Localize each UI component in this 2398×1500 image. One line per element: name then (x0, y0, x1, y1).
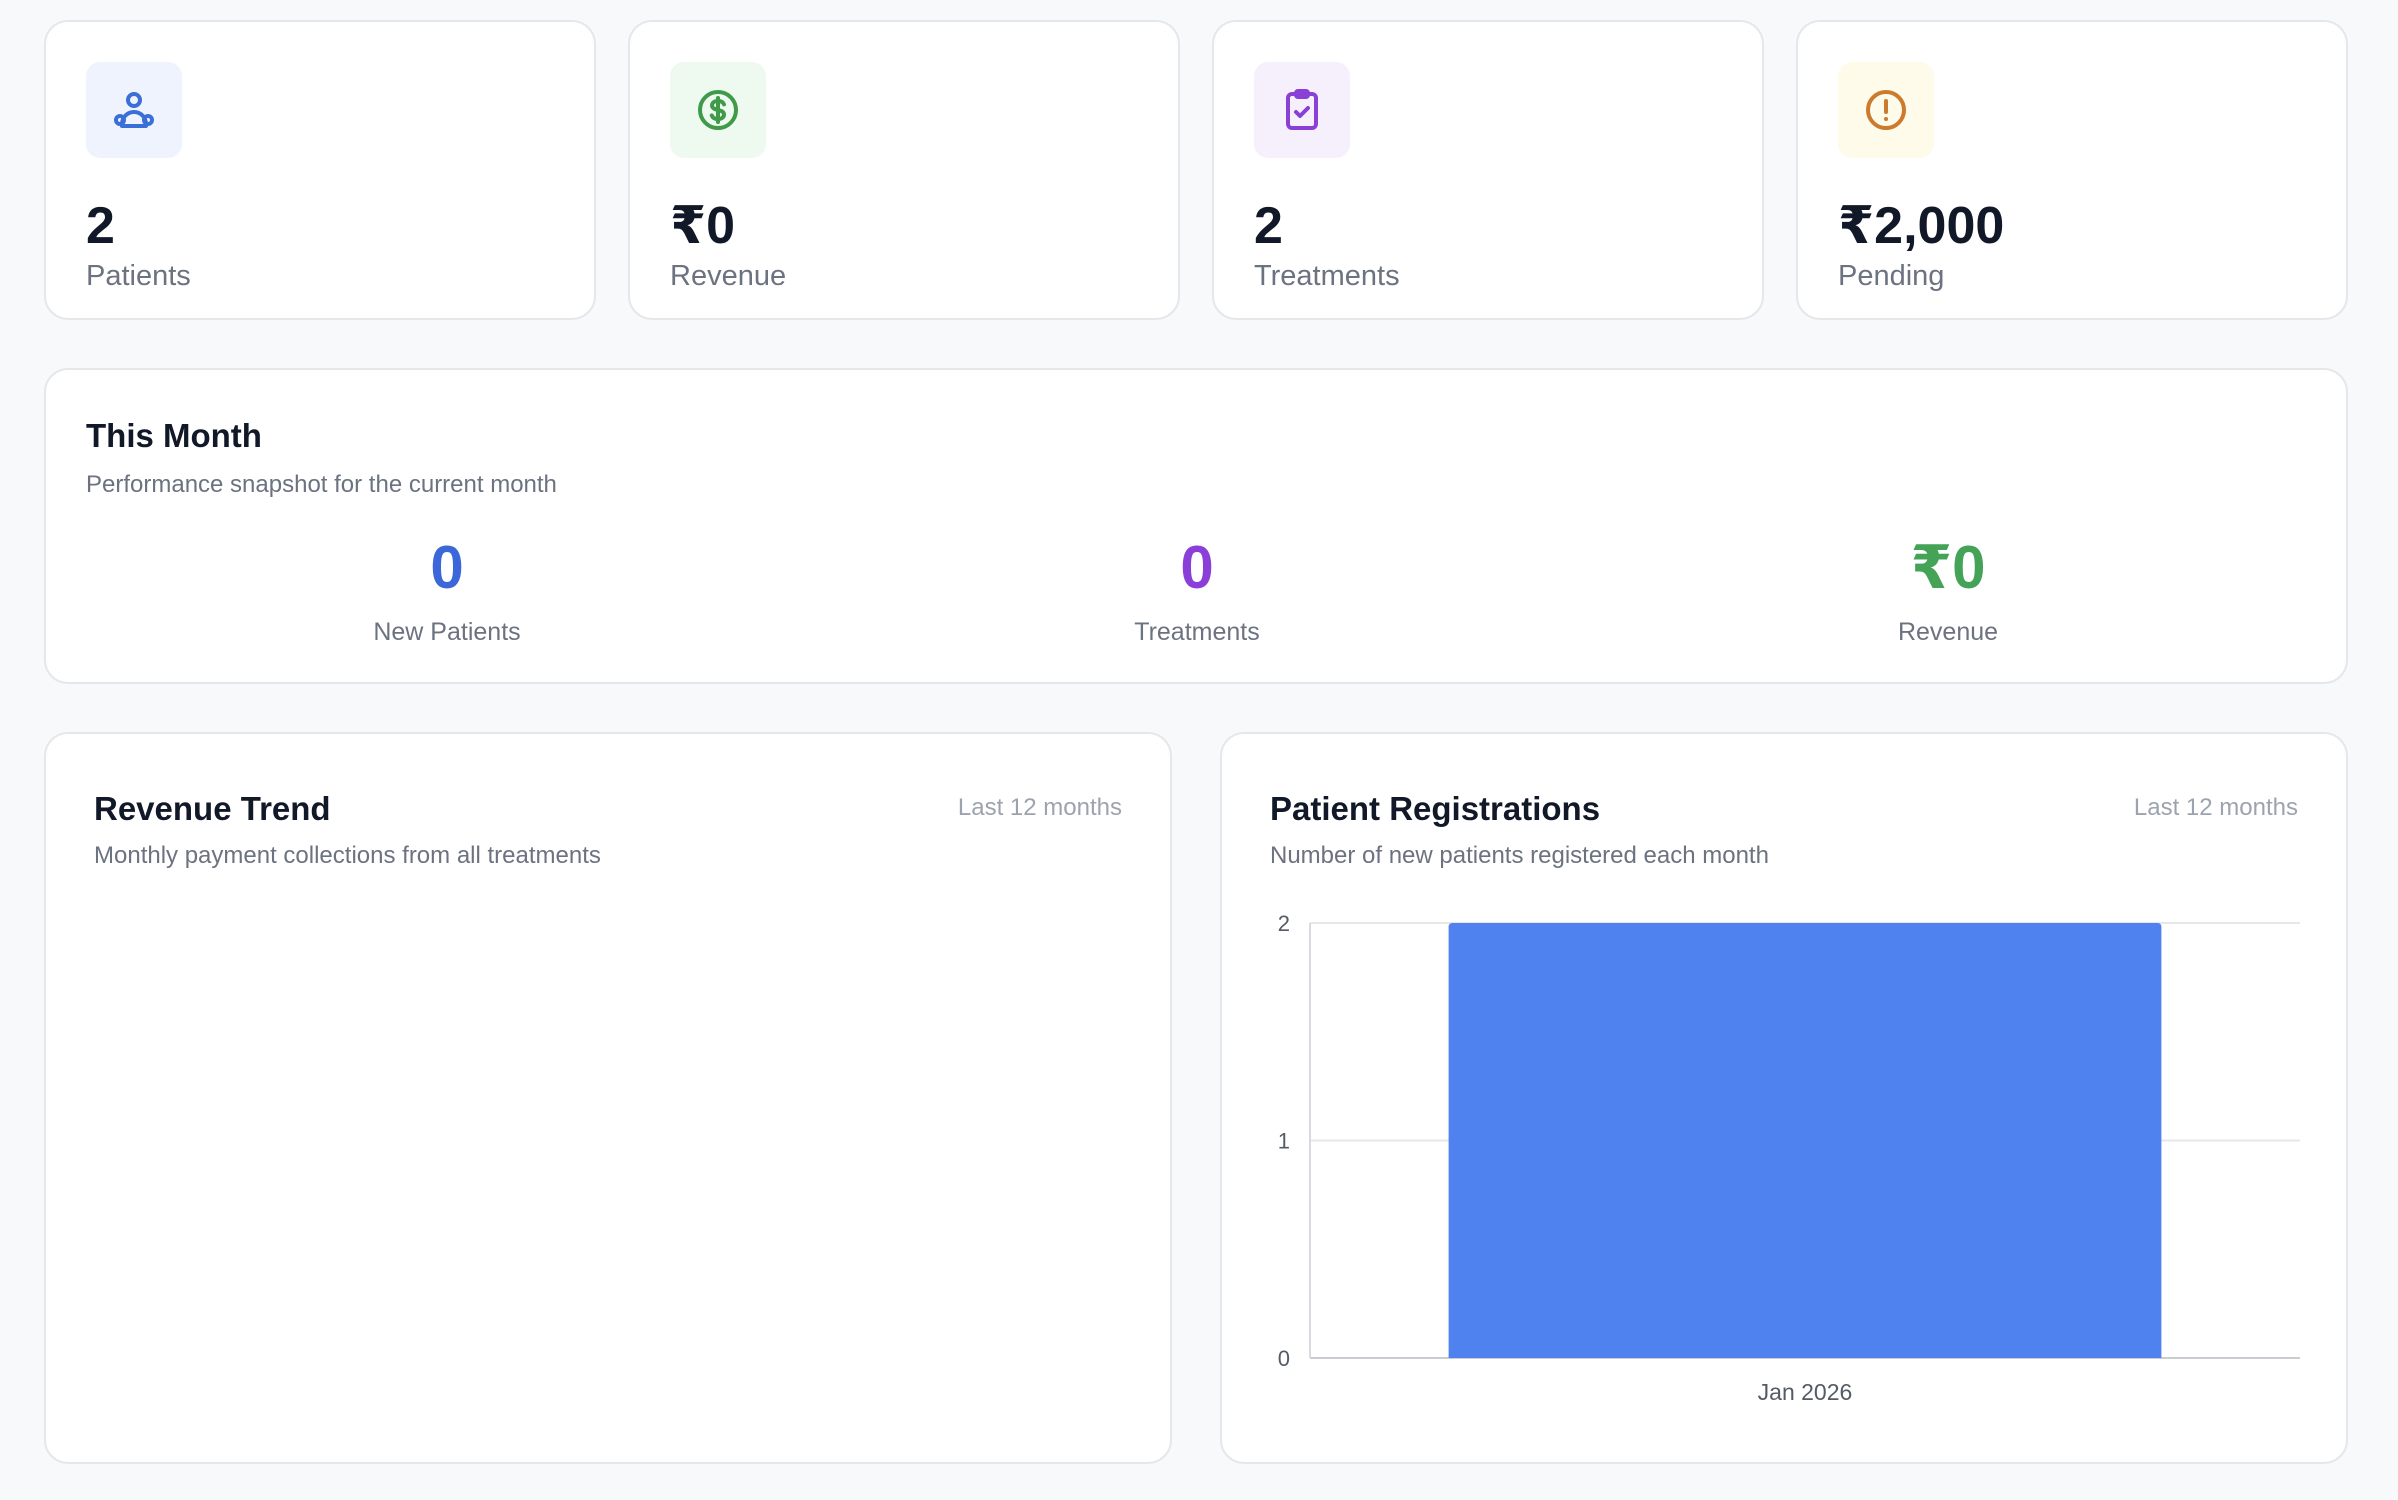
this-month-subtitle: Performance snapshot for the current mon… (86, 471, 557, 498)
revenue-trend-chart-area (94, 894, 1124, 1414)
stat-icon-box (1838, 62, 1934, 158)
stat-icon-box (86, 62, 182, 158)
patient-registrations-chart: 0 1 2 Jan 2026 (1278, 911, 2300, 1405)
revenue-trend-card: Revenue Trend Last 12 months Monthly pay… (44, 732, 1172, 1464)
patient-registrations-subtitle: Number of new patients registered each m… (1270, 842, 1769, 869)
alert-circle-icon (1866, 90, 1906, 130)
stat-label: Treatments (1254, 260, 1400, 292)
users-icon (114, 92, 154, 128)
metric-value: 0 (430, 534, 464, 601)
stat-label: Pending (1838, 260, 1945, 292)
y-tick-label: 0 (1278, 1346, 1290, 1371)
stat-label: Patients (86, 260, 191, 292)
bar (1448, 923, 2162, 1358)
metric-value: 0 (1180, 534, 1214, 601)
stat-value: ₹2,000 (1838, 197, 2005, 255)
stat-value: 2 (1254, 197, 1283, 255)
this-month-title: This Month (86, 417, 262, 454)
patient-registrations-title: Patient Registrations (1270, 790, 1601, 827)
stat-label: Revenue (670, 260, 787, 292)
metric-revenue: ₹0 Revenue (1748, 538, 2148, 645)
metric-label: Treatments (1134, 618, 1260, 646)
stat-card-patients: 2 Patients (44, 20, 596, 320)
stat-value: ₹0 (670, 197, 736, 255)
this-month-card: This Month Performance snapshot for the … (44, 368, 2348, 684)
y-tick-label: 1 (1278, 1129, 1290, 1154)
metric-value: ₹0 (1910, 534, 1986, 601)
patient-registrations-card: Patient Registrations Last 12 months Num… (1220, 732, 2348, 1464)
dollar-circle-icon (698, 90, 738, 130)
stat-card-pending: ₹2,000 Pending (1796, 20, 2348, 320)
stat-icon-box (670, 62, 766, 158)
revenue-trend-subtitle: Monthly payment collections from all tre… (94, 842, 601, 869)
x-tick-label: Jan 2026 (1758, 1379, 1853, 1405)
patient-registrations-range: Last 12 months (2133, 794, 2298, 821)
stat-icon-box (1254, 62, 1350, 158)
y-tick-label: 2 (1278, 911, 1290, 936)
metric-new-patients: 0 New Patients (247, 538, 647, 645)
stat-value: 2 (86, 197, 115, 255)
stat-card-revenue: ₹0 Revenue (628, 20, 1180, 320)
revenue-trend-range: Last 12 months (957, 794, 1122, 821)
stat-card-treatments: 2 Treatments (1212, 20, 1764, 320)
clipboard-check-icon (1286, 89, 1318, 130)
revenue-trend-title: Revenue Trend (94, 790, 331, 827)
metric-label: New Patients (373, 618, 521, 646)
metric-label: Revenue (1897, 618, 1999, 646)
metric-treatments: 0 Treatments (997, 538, 1397, 645)
